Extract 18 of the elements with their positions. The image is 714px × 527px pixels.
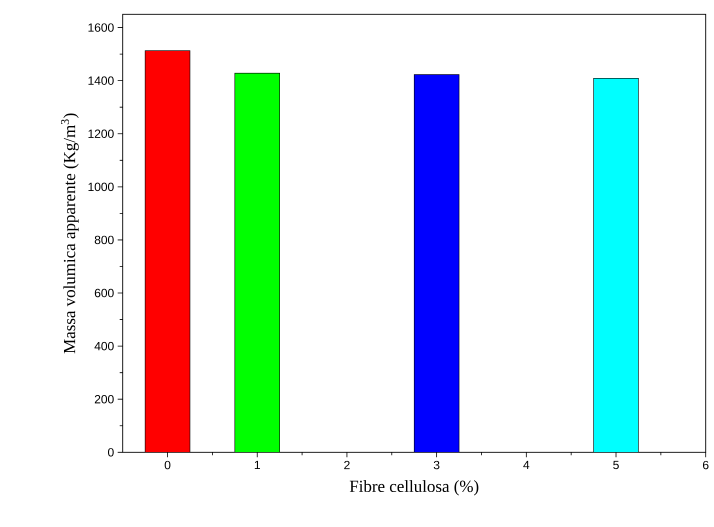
x-tick-label: 6 — [702, 460, 709, 470]
x-tick-label: 1 — [254, 460, 260, 470]
x-tick-label: 3 — [434, 460, 440, 470]
x-tick-label: 2 — [344, 460, 350, 470]
x-tick-label: 0 — [164, 460, 170, 470]
y-tick-label: 1000 — [88, 182, 114, 192]
y-axis-title: Massa volumica apparente (Kg/m$^{3}$) — [60, 113, 79, 354]
x-tick-label: 4 — [523, 460, 530, 470]
y-tick-label: 600 — [94, 288, 114, 298]
y-tick-label: 1600 — [88, 23, 114, 32]
y-tick-label: 1400 — [88, 76, 114, 85]
y-tick-label: 400 — [94, 342, 114, 350]
y-tick-label: 0 — [108, 448, 114, 457]
x-tick-label: 5 — [613, 460, 619, 470]
y-tick-label: 800 — [94, 236, 114, 244]
y-tick-label: 1200 — [88, 130, 114, 138]
x-axis-title: Fibre cellulosa (%) — [350, 480, 478, 496]
y-tick-label: 200 — [94, 394, 114, 404]
